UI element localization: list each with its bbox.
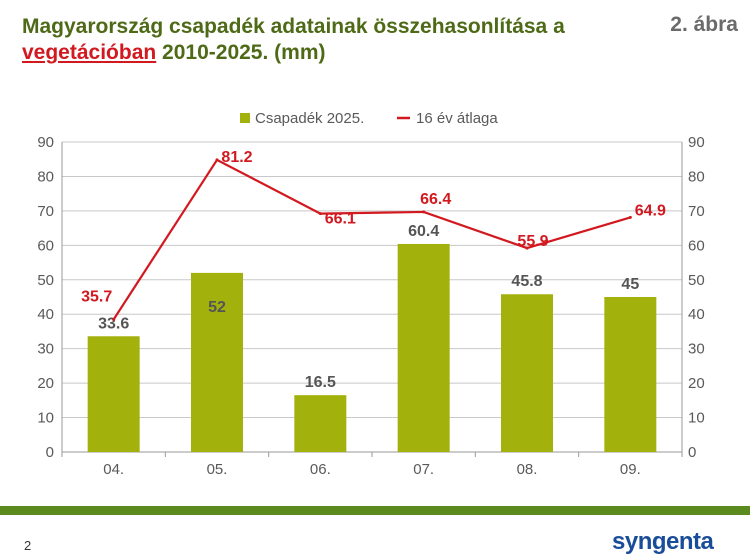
logo-text: syngenta: [612, 528, 714, 555]
y-tick-label-right: 60: [688, 237, 705, 254]
title-part2: 2010-2025. (mm): [156, 41, 326, 64]
legend-swatch-bar: [240, 113, 250, 123]
y-tick-label-left: 70: [37, 203, 54, 220]
title-part1: Magyarország csapadék adatainak összehas…: [22, 15, 565, 38]
page-title: Magyarország csapadék adatainak összehas…: [22, 14, 632, 66]
line-data-label: 55.9: [517, 233, 548, 250]
figure-label: 2. ábra: [670, 13, 738, 36]
footer-bar: [0, 506, 750, 515]
bar: [604, 297, 657, 452]
y-tick-label-left: 30: [37, 341, 54, 358]
bar-data-label: 33.6: [98, 315, 129, 332]
line-data-label: 66.1: [325, 211, 356, 228]
y-tick-label-right: 40: [688, 306, 705, 323]
line-data-label: 81.2: [221, 149, 252, 166]
bar: [87, 336, 140, 452]
line-point: [318, 212, 322, 216]
bar-data-label: 60.4: [408, 223, 439, 240]
y-tick-label-right: 0: [688, 444, 696, 461]
bar-data-label: 16.5: [305, 374, 336, 391]
x-tick-label: 09.: [620, 461, 641, 478]
page-number: 2: [24, 538, 32, 553]
line-data-label: 64.9: [635, 202, 666, 219]
y-tick-label-right: 30: [688, 341, 705, 358]
bar: [191, 272, 243, 452]
line-point: [525, 246, 529, 250]
bar: [501, 294, 553, 452]
bar-data-label: 45: [621, 276, 639, 293]
line-point: [628, 215, 632, 219]
line-data-label: 35.7: [81, 288, 112, 305]
y-tick-label-left: 90: [37, 134, 54, 151]
bar: [294, 395, 347, 452]
title-highlight: vegetációban: [22, 41, 157, 64]
bar-data-label: 52: [208, 299, 226, 316]
syngenta-logo: syngenta: [612, 528, 714, 556]
y-tick-label-right: 70: [688, 203, 705, 220]
x-tick-label: 07.: [413, 461, 434, 478]
y-tick-label-left: 20: [37, 375, 54, 392]
bar-data-label: 45.8: [511, 273, 542, 290]
y-tick-label-right: 20: [688, 375, 705, 392]
legend-label-line: 16 év átlaga: [416, 110, 498, 127]
y-tick-label-left: 60: [37, 237, 54, 254]
y-tick-label-left: 50: [37, 272, 54, 289]
line-series-average: [112, 158, 631, 320]
y-tick-label-left: 0: [46, 444, 54, 461]
line-point: [215, 158, 219, 162]
y-tick-label-right: 10: [688, 410, 705, 427]
x-tick-label: 08.: [517, 461, 538, 478]
legend-label-bar: Csapadék 2025.: [255, 110, 364, 127]
y-tick-label-left: 40: [37, 306, 54, 323]
x-tick-label: 06.: [310, 461, 331, 478]
line-point: [112, 317, 116, 321]
y-tick-label-right: 90: [688, 134, 705, 151]
line-data-label: 66.4: [420, 191, 451, 208]
y-tick-label-right: 50: [688, 272, 705, 289]
y-tick-label-left: 80: [37, 168, 54, 185]
line-point: [422, 210, 426, 214]
x-tick-label: 05.: [207, 461, 228, 478]
y-tick-label-left: 10: [37, 410, 54, 427]
precipitation-chart: 0 0 10 10 20 20 30 30 40 40 50 50 60 60 70 70 80 80 90 90 33…: [37, 110, 705, 478]
bar: [397, 243, 450, 452]
y-tick-label-right: 80: [688, 168, 705, 185]
x-tick-label: 04.: [103, 461, 124, 478]
